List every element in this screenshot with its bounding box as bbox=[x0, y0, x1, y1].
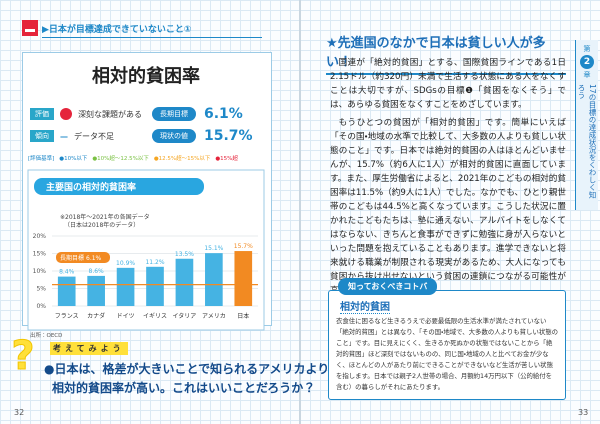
rating-row: 評価 深刻な課題がある bbox=[30, 108, 142, 120]
sdg-icon bbox=[22, 20, 38, 36]
x-tick-label: イタリア bbox=[173, 312, 197, 320]
side-tab: 第 2 章 17の目標の達成状況をくわしく知ろう bbox=[575, 40, 598, 210]
trend-label: 傾向 bbox=[30, 130, 54, 142]
x-tick-label: 日本 bbox=[237, 312, 249, 320]
chart: 主要国の相対的貧困率 ※2018年〜2021年の各国データ （日本は2018年の… bbox=[27, 169, 265, 339]
bar bbox=[116, 267, 135, 306]
y-tick-label: 5% bbox=[36, 286, 46, 293]
bar bbox=[57, 276, 76, 306]
trend-symbol: — bbox=[60, 131, 68, 141]
page-number: 33 bbox=[578, 408, 589, 417]
chapter-suffix: 章 bbox=[583, 71, 591, 79]
chapter-prefix: 第 bbox=[583, 45, 591, 53]
x-tick-label: アメリカ bbox=[202, 313, 226, 320]
question-mark: ? bbox=[11, 333, 35, 379]
chart-note: ※2018年〜2021年の各国データ bbox=[60, 213, 150, 221]
x-tick-label: フランス bbox=[55, 313, 79, 320]
target-label: 長期目標 bbox=[60, 254, 84, 262]
criteria: [評価基準] ●10%以下 ●10%超〜12.5%以下 ●12.5%超〜15%以下 ●… bbox=[28, 154, 238, 162]
chart-title-bg bbox=[34, 178, 204, 195]
page-title: 相対的貧困率 bbox=[92, 66, 200, 87]
section-header: ▶日本が目標達成できていないこと① bbox=[42, 22, 262, 38]
target-value-label: 6.1% bbox=[86, 255, 102, 262]
paragraph: 国連が「絶対的貧困」とする、国際貧困ラインである1日2.15ドル（約320円）未… bbox=[330, 58, 566, 110]
goal-row: 長期目標 6.1% bbox=[152, 106, 243, 122]
y-tick-label: 15% bbox=[33, 251, 47, 258]
y-tick-label: 10% bbox=[33, 268, 47, 275]
criteria-item: ●12.5%超〜15%以下 bbox=[153, 156, 211, 162]
criteria-item: ●10%超〜12.5%以下 bbox=[92, 156, 149, 162]
goal-value: 6.1% bbox=[204, 106, 243, 122]
trend-text: データ不足 bbox=[74, 131, 114, 141]
question-line: 相対的貧困率が高い。これはいいことだろうか？ bbox=[52, 381, 316, 395]
value-label: 15.7% bbox=[234, 243, 253, 250]
think-question: ●日本は、格差が大きいことで知られるアメリカよりも 相対的貧困率が高い。これはい… bbox=[44, 360, 341, 398]
bar bbox=[146, 266, 164, 306]
trend-row: 傾向 — データ不足 bbox=[30, 130, 114, 142]
value-label: 11.2% bbox=[145, 259, 164, 266]
bar bbox=[175, 258, 194, 306]
chapter-title: 17の目標の達成状況をくわしく知ろう bbox=[577, 84, 597, 199]
y-tick-label: 20% bbox=[33, 233, 47, 240]
bar bbox=[87, 275, 105, 306]
page-number: 32 bbox=[14, 408, 25, 417]
question-line: ●日本は、格差が大きいことで知られるアメリカよりも bbox=[44, 362, 342, 376]
rating-label: 評価 bbox=[30, 108, 54, 120]
rating-text: 深刻な課題がある bbox=[78, 109, 142, 119]
current-row: 現状の値 15.7% bbox=[152, 128, 253, 144]
target-tag bbox=[56, 252, 110, 263]
chart-title: 主要国の相対的貧困率 bbox=[46, 181, 136, 193]
value-label: 8.6% bbox=[89, 268, 105, 275]
think-banner: 考えてみよう bbox=[50, 342, 128, 355]
value-label: 8.4% bbox=[59, 269, 75, 276]
criteria-item: ●10%以下 bbox=[59, 156, 88, 162]
bar bbox=[205, 253, 223, 306]
keyword-tab: 知っておくべきコトバ bbox=[338, 278, 438, 295]
criteria-item: ●15%超 bbox=[215, 156, 238, 162]
current-label: 現状の値 bbox=[152, 129, 196, 143]
current-value: 15.7% bbox=[204, 128, 253, 144]
keyword-definition: 衣食住に困るなど生きるうえで必要最低限の生活水準が満たされていない「絶対的貧困」… bbox=[336, 317, 559, 391]
y-tick-label: 0% bbox=[36, 303, 46, 310]
source: 出所：OECD bbox=[30, 331, 62, 339]
chart-note: （日本は2018年のデータ） bbox=[64, 221, 139, 229]
value-label: 15.1% bbox=[204, 245, 223, 252]
x-tick-label: ドイツ bbox=[117, 313, 135, 320]
criteria-label: [評価基準] bbox=[28, 156, 55, 162]
x-tick-label: イギリス bbox=[143, 313, 167, 320]
paragraph: もうひとつの貧困が「相対的貧困」です。簡単にいえば「その国・地域の水準で比較して… bbox=[330, 118, 566, 296]
banner-text: 考えてみよう bbox=[50, 342, 128, 355]
goal-label: 長期目標 bbox=[152, 107, 196, 121]
right-heading: ★先進国のなかで日本は貧しい人が多い！ bbox=[326, 32, 566, 75]
keyword-box bbox=[328, 290, 566, 400]
bar bbox=[234, 251, 253, 306]
keyword-term: 相対的貧困 bbox=[340, 298, 390, 314]
chapter-number: 2 bbox=[580, 55, 594, 69]
x-tick-label: カナダ bbox=[87, 312, 105, 320]
value-label: 13.5% bbox=[175, 251, 194, 258]
value-label: 10.9% bbox=[116, 260, 135, 267]
rating-dot bbox=[60, 108, 72, 120]
gutter bbox=[299, 0, 301, 424]
